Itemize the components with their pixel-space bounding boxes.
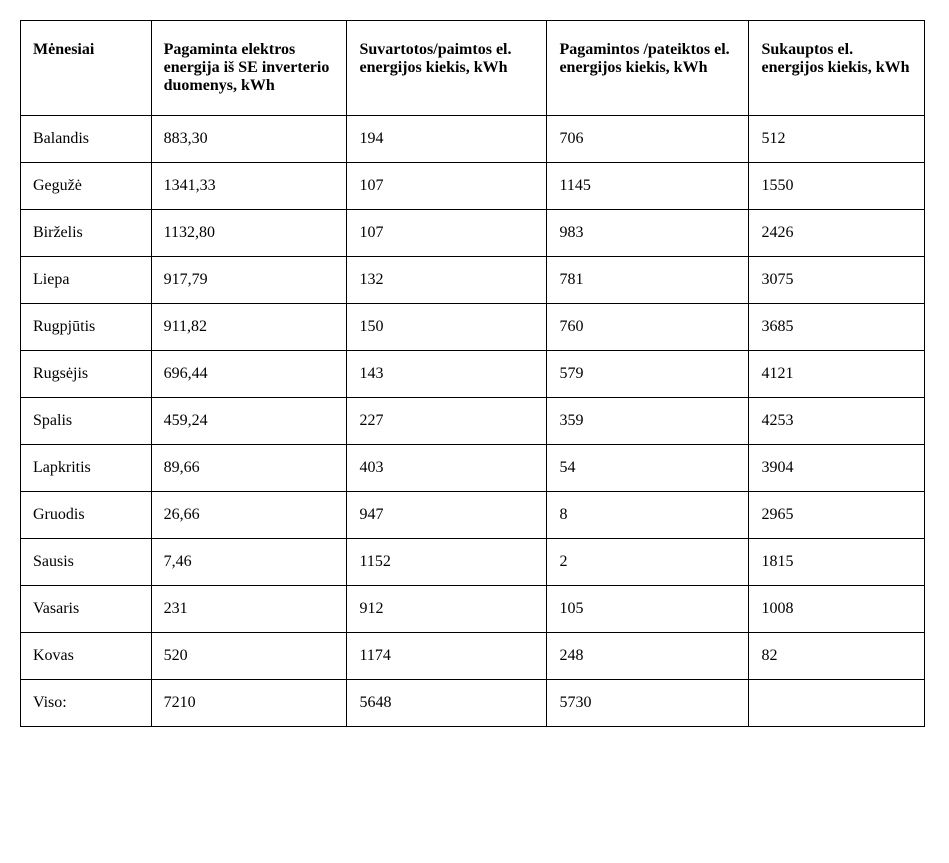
cell-total-accumulated [749,680,925,727]
cell-consumed: 150 [347,304,547,351]
cell-produced: 1341,33 [151,163,347,210]
cell-supplied: 248 [547,633,749,680]
cell-accumulated: 3904 [749,445,925,492]
cell-produced: 7,46 [151,539,347,586]
cell-consumed: 132 [347,257,547,304]
cell-produced: 883,30 [151,116,347,163]
cell-consumed: 403 [347,445,547,492]
col-header-accumulated: Sukauptos el. energijos kiekis, kWh [749,21,925,116]
cell-consumed: 947 [347,492,547,539]
cell-supplied: 2 [547,539,749,586]
table-row: Rugpjūtis 911,82 150 760 3685 [21,304,925,351]
cell-consumed: 107 [347,210,547,257]
cell-produced: 26,66 [151,492,347,539]
cell-consumed: 107 [347,163,547,210]
cell-supplied: 983 [547,210,749,257]
cell-produced: 917,79 [151,257,347,304]
table-row-total: Viso: 7210 5648 5730 [21,680,925,727]
cell-accumulated: 2965 [749,492,925,539]
cell-month: Liepa [21,257,152,304]
table-row: Liepa 917,79 132 781 3075 [21,257,925,304]
cell-produced: 520 [151,633,347,680]
cell-consumed: 1152 [347,539,547,586]
cell-month: Gruodis [21,492,152,539]
table-row: Lapkritis 89,66 403 54 3904 [21,445,925,492]
cell-accumulated: 4121 [749,351,925,398]
cell-produced: 89,66 [151,445,347,492]
cell-accumulated: 3685 [749,304,925,351]
table-row: Rugsėjis 696,44 143 579 4121 [21,351,925,398]
cell-month: Gegužė [21,163,152,210]
cell-total-produced: 7210 [151,680,347,727]
cell-supplied: 706 [547,116,749,163]
cell-produced: 231 [151,586,347,633]
cell-supplied: 359 [547,398,749,445]
cell-consumed: 1174 [347,633,547,680]
cell-accumulated: 4253 [749,398,925,445]
cell-supplied: 105 [547,586,749,633]
table-header: Mėnesiai Pagaminta elektros energija iš … [21,21,925,116]
table-row: Gegužė 1341,33 107 1145 1550 [21,163,925,210]
table-header-row: Mėnesiai Pagaminta elektros energija iš … [21,21,925,116]
energy-data-table: Mėnesiai Pagaminta elektros energija iš … [20,20,925,727]
table-row: Kovas 520 1174 248 82 [21,633,925,680]
col-header-produced: Pagaminta elektros energija iš SE invert… [151,21,347,116]
cell-supplied: 1145 [547,163,749,210]
cell-accumulated: 2426 [749,210,925,257]
cell-accumulated: 82 [749,633,925,680]
cell-produced: 696,44 [151,351,347,398]
cell-accumulated: 512 [749,116,925,163]
cell-produced: 459,24 [151,398,347,445]
cell-accumulated: 1008 [749,586,925,633]
table-body: Balandis 883,30 194 706 512 Gegužė 1341,… [21,116,925,727]
col-header-consumed: Suvartotos/paimtos el. energijos kiekis,… [347,21,547,116]
cell-accumulated: 3075 [749,257,925,304]
table-row: Gruodis 26,66 947 8 2965 [21,492,925,539]
cell-month: Rugsėjis [21,351,152,398]
cell-consumed: 912 [347,586,547,633]
cell-month: Birželis [21,210,152,257]
cell-produced: 911,82 [151,304,347,351]
cell-supplied: 8 [547,492,749,539]
cell-supplied: 760 [547,304,749,351]
cell-month: Balandis [21,116,152,163]
cell-month: Lapkritis [21,445,152,492]
cell-consumed: 194 [347,116,547,163]
cell-month: Rugpjūtis [21,304,152,351]
cell-consumed: 143 [347,351,547,398]
cell-month: Vasaris [21,586,152,633]
cell-produced: 1132,80 [151,210,347,257]
cell-supplied: 54 [547,445,749,492]
col-header-month: Mėnesiai [21,21,152,116]
cell-month: Sausis [21,539,152,586]
col-header-supplied: Pagamintos /pateiktos el. energijos kiek… [547,21,749,116]
table-row: Birželis 1132,80 107 983 2426 [21,210,925,257]
table-row: Vasaris 231 912 105 1008 [21,586,925,633]
cell-month: Spalis [21,398,152,445]
cell-consumed: 227 [347,398,547,445]
table-row: Balandis 883,30 194 706 512 [21,116,925,163]
cell-total-label: Viso: [21,680,152,727]
cell-accumulated: 1815 [749,539,925,586]
cell-supplied: 781 [547,257,749,304]
cell-month: Kovas [21,633,152,680]
cell-supplied: 579 [547,351,749,398]
cell-accumulated: 1550 [749,163,925,210]
table-row: Spalis 459,24 227 359 4253 [21,398,925,445]
cell-total-supplied: 5730 [547,680,749,727]
table-row: Sausis 7,46 1152 2 1815 [21,539,925,586]
cell-total-consumed: 5648 [347,680,547,727]
